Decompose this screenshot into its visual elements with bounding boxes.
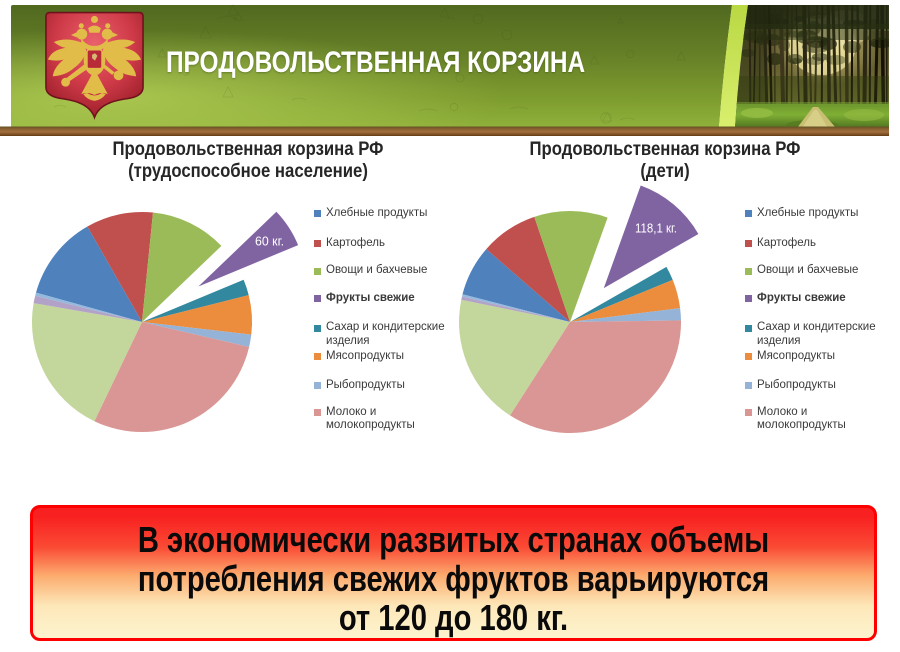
svg-text:60 кг.: 60 кг. — [255, 234, 284, 249]
svg-text:118,1 кг.: 118,1 кг. — [635, 221, 677, 236]
